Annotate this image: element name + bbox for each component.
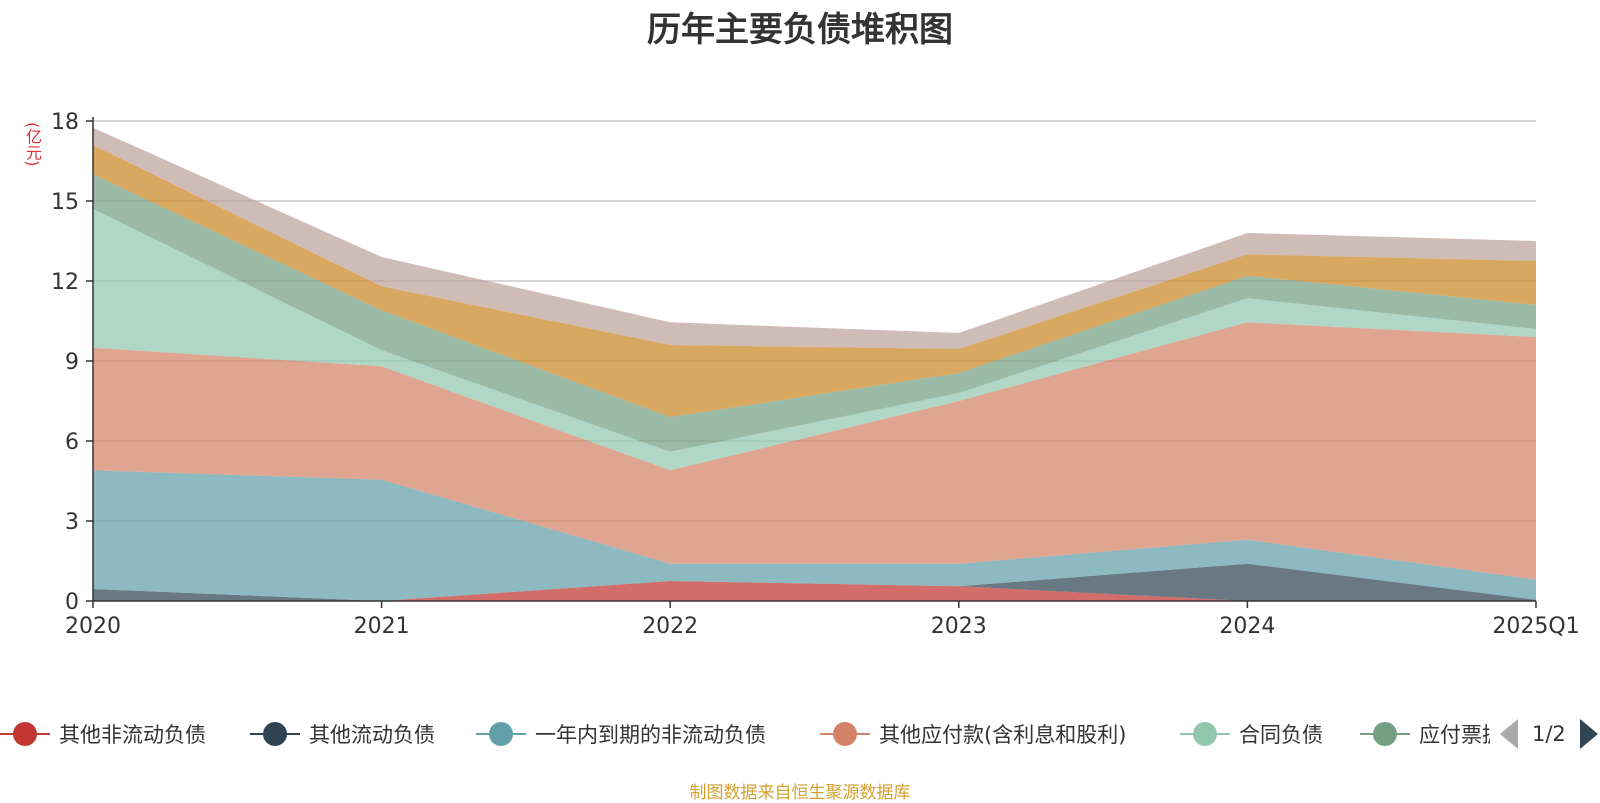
- legend-pager: 1/2: [1500, 712, 1598, 756]
- legend-item-label: 一年内到期的非流动负债: [535, 723, 766, 747]
- legend-page-indicator: 1/2: [1532, 722, 1566, 746]
- legend-item-label: 其他非流动负债: [59, 723, 206, 747]
- area-series: [93, 127, 1536, 601]
- y-axis-unit: (亿元): [23, 122, 42, 167]
- legend-next-icon[interactable]: [1579, 719, 1598, 749]
- source-note: 制图数据来自恒生聚源数据库: [689, 783, 911, 803]
- area-series-7: [93, 145, 1536, 417]
- area-series-4: [93, 322, 1536, 580]
- legend-item[interactable]: 其他流动负债: [250, 712, 435, 756]
- legend-items: 其他非流动负债 其他流动负债 一年内到期的非流动负债 其他应付款(含利息和股利) 合同负…: [0, 712, 1490, 756]
- x-tick-label: 2024: [1219, 614, 1275, 639]
- x-tick-label: 2025Q1: [1492, 614, 1579, 639]
- legend-marker-icon: [820, 712, 870, 756]
- legend-item[interactable]: 一年内到期的非流动负债: [476, 712, 766, 756]
- legend-item[interactable]: 应付票据: [1360, 712, 1490, 756]
- y-tick-label: 12: [51, 270, 79, 295]
- area-series-8: [93, 127, 1536, 349]
- area-series-2: [93, 563, 1536, 601]
- legend-prev-icon[interactable]: [1500, 719, 1518, 749]
- area-series-1: [93, 581, 1536, 601]
- y-tick-label: 15: [51, 190, 79, 215]
- x-tick-label: 2022: [642, 614, 698, 639]
- y-tick-label: 0: [65, 590, 79, 615]
- y-tick-label: 6: [65, 430, 79, 455]
- legend-marker-icon: [1360, 712, 1410, 756]
- chart-title: 历年主要负债堆积图: [647, 10, 953, 50]
- legend-marker-icon: [1180, 712, 1230, 756]
- legend-item-label: 合同负债: [1239, 723, 1323, 747]
- legend-marker-icon: [0, 712, 50, 756]
- y-tick-label: 3: [65, 510, 79, 535]
- stacked-area-chart: 0 3 6 9 12 15 18 2020 2021 2022 2023 2024 2025Q1: [51, 110, 1580, 639]
- legend: 其他非流动负债 其他流动负债 一年内到期的非流动负债 其他应付款(含利息和股利) 合同负…: [0, 712, 1600, 762]
- area-series-3: [93, 470, 1536, 601]
- x-tick-label: 2023: [931, 614, 987, 639]
- y-tick-label: 9: [65, 350, 79, 375]
- x-tick-label: 2020: [65, 614, 121, 639]
- legend-item-label: 其他应付款(含利息和股利): [879, 723, 1127, 747]
- legend-item-label: 其他流动负债: [309, 723, 435, 747]
- legend-marker-icon: [476, 712, 526, 756]
- y-tick-label: 18: [51, 110, 79, 135]
- axes: 0 3 6 9 12 15 18 2020 2021 2022 2023 2024 2025Q1: [51, 110, 1580, 639]
- legend-marker-icon: [250, 712, 300, 756]
- x-tick-label: 2021: [354, 614, 410, 639]
- legend-item[interactable]: 合同负债: [1180, 712, 1323, 756]
- legend-item-label: 应付票据: [1419, 723, 1490, 747]
- legend-item[interactable]: 其他非流动负债: [0, 712, 206, 756]
- area-series-6: [93, 174, 1536, 452]
- legend-item[interactable]: 其他应付款(含利息和股利): [820, 712, 1126, 756]
